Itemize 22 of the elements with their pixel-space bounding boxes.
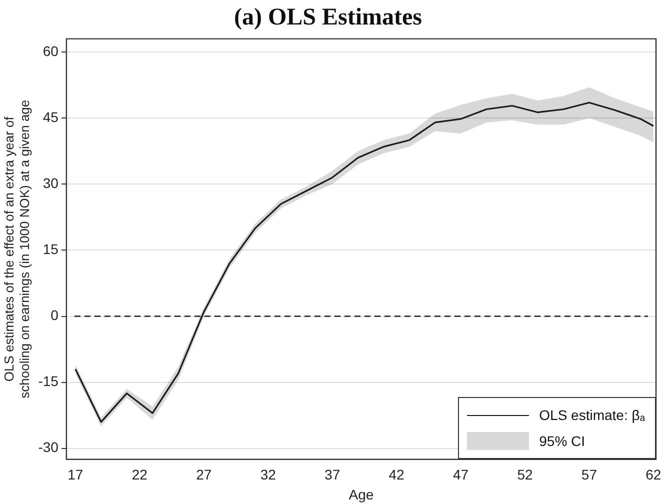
x-tick-label: 57 bbox=[581, 466, 598, 483]
x-tick-label: 37 bbox=[324, 466, 340, 483]
y-tick-label: 0 bbox=[50, 307, 59, 324]
x-tick-label: 62 bbox=[646, 466, 662, 483]
x-tick-label: 32 bbox=[260, 466, 276, 483]
x-tick-label: 27 bbox=[196, 466, 212, 483]
y-tick-label: 45 bbox=[42, 108, 59, 125]
y-tick-label: 15 bbox=[42, 241, 59, 258]
x-tick-label: 47 bbox=[452, 466, 469, 483]
x-tick-label: 42 bbox=[388, 466, 405, 483]
y-tick-label: -15 bbox=[38, 373, 59, 390]
x-tick-label: 17 bbox=[68, 466, 84, 483]
y-axis-title: OLS estimates of the effect of an extra year of schooling on earnings (in 1000 NOK) at a given age bbox=[1, 100, 32, 398]
x-tick-label: 52 bbox=[517, 466, 533, 483]
y-tick-label: -30 bbox=[38, 439, 59, 456]
chart-title: (a) OLS Estimates bbox=[234, 4, 422, 31]
x-tick-label: 22 bbox=[132, 466, 148, 483]
legend-label: OLS estimate: βₐ bbox=[539, 407, 645, 424]
x-axis-title: Age bbox=[348, 486, 374, 502]
annotation: 95% CI bbox=[539, 433, 586, 450]
y-tick-label: 60 bbox=[42, 42, 59, 59]
y-tick-label: 30 bbox=[42, 175, 59, 191]
